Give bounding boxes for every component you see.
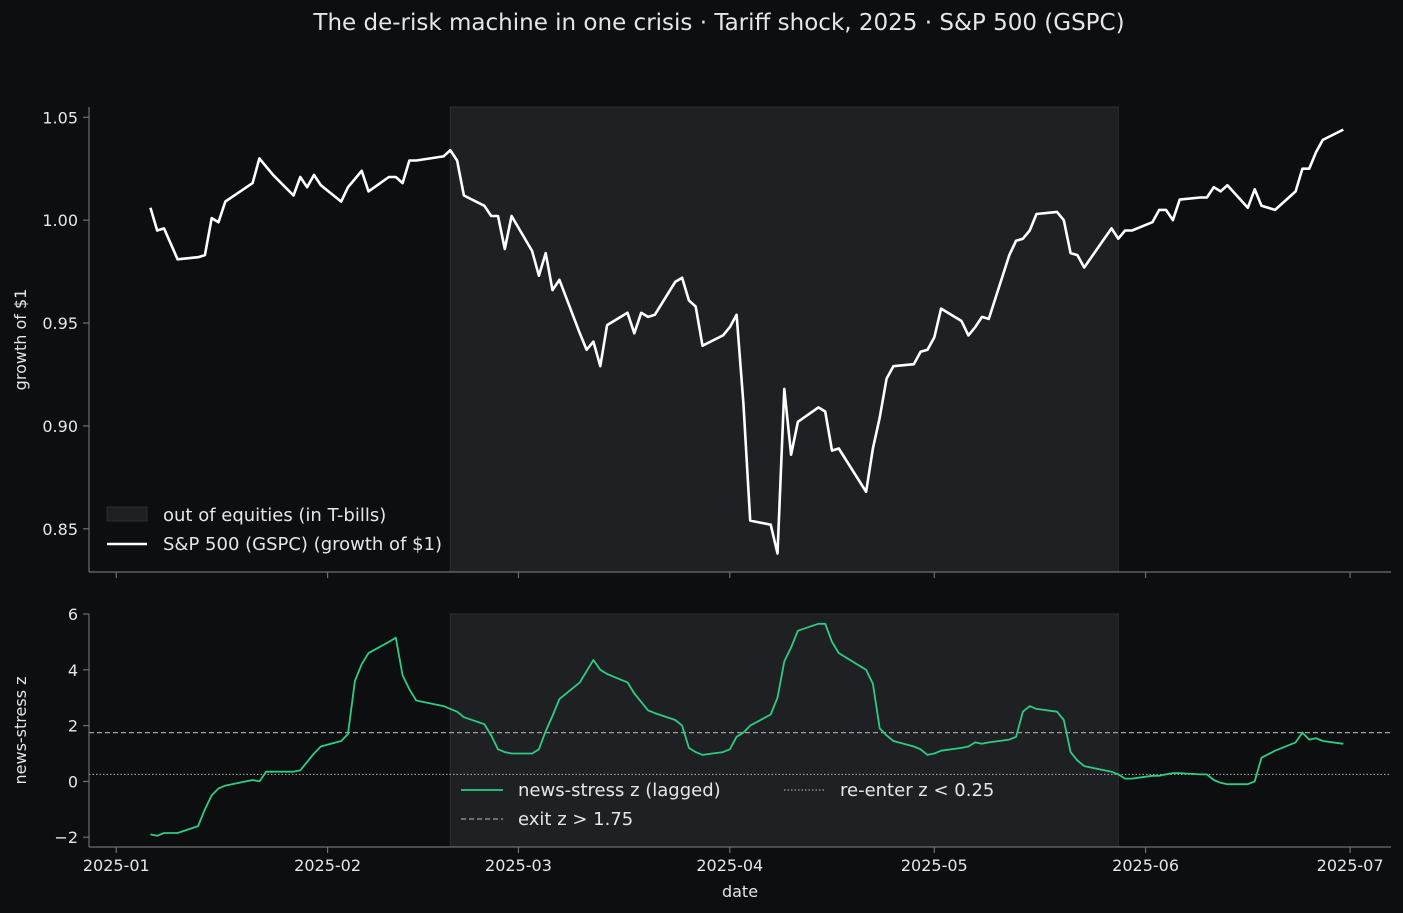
y-tick-label: 4 [68, 661, 78, 680]
y-axis-label: growth of $1 [11, 289, 30, 391]
y-tick-label: 0.95 [42, 314, 78, 333]
y-tick-label: 0.90 [42, 417, 78, 436]
shaded-risk-off-region [449, 106, 1119, 573]
x-tick-label: 2025-01 [83, 856, 150, 875]
x-tick-label: 2025-02 [294, 856, 361, 875]
y-tick-label: 1.05 [42, 108, 78, 127]
x-tick-label: 2025-03 [485, 856, 552, 875]
legend-label-price: S&P 500 (GSPC) (growth of $1) [163, 534, 442, 555]
legend-label-stress: news-stress z (lagged) [518, 780, 721, 801]
legend-swatch-shaded [106, 506, 148, 522]
x-tick-label: 2025-07 [1317, 856, 1384, 875]
price-legend: out of equities (in T-bills) S&P 500 (GSP… [106, 505, 442, 555]
legend-label-exit: exit z > 1.75 [518, 809, 633, 830]
shaded-risk-off-region [449, 613, 1119, 848]
price-series-line [149, 128, 1344, 555]
y-tick-label: 6 [68, 605, 78, 624]
x-axis-label: date [722, 882, 758, 901]
stress-panel: −2 0 2 4 6 news-stress z 2025-01 2025-02 2025-03… [11, 605, 1391, 901]
y-axis-label: news-stress z [11, 676, 30, 784]
y-tick-label: 1.00 [42, 211, 78, 230]
legend-label-shaded: out of equities (in T-bills) [163, 505, 386, 526]
y-tick-label: 2 [68, 717, 78, 736]
x-tick-label: 2025-04 [696, 856, 763, 875]
y-tick-label: 0 [68, 772, 78, 791]
x-tick-label: 2025-06 [1112, 856, 1179, 875]
y-tick-label: 0.85 [42, 520, 78, 539]
stress-series-line [150, 622, 1344, 837]
price-panel: 0.85 0.90 0.95 1.00 1.05 growth of $1 out of e… [11, 106, 1391, 578]
y-tick-label: −2 [54, 828, 78, 847]
legend-label-reenter: re-enter z < 0.25 [840, 780, 994, 801]
stress-legend: news-stress z (lagged) exit z > 1.75 re-en… [461, 780, 994, 830]
figure-title: The de-risk machine in one crisis · Tari… [312, 10, 1124, 36]
x-tick-label: 2025-05 [901, 856, 968, 875]
